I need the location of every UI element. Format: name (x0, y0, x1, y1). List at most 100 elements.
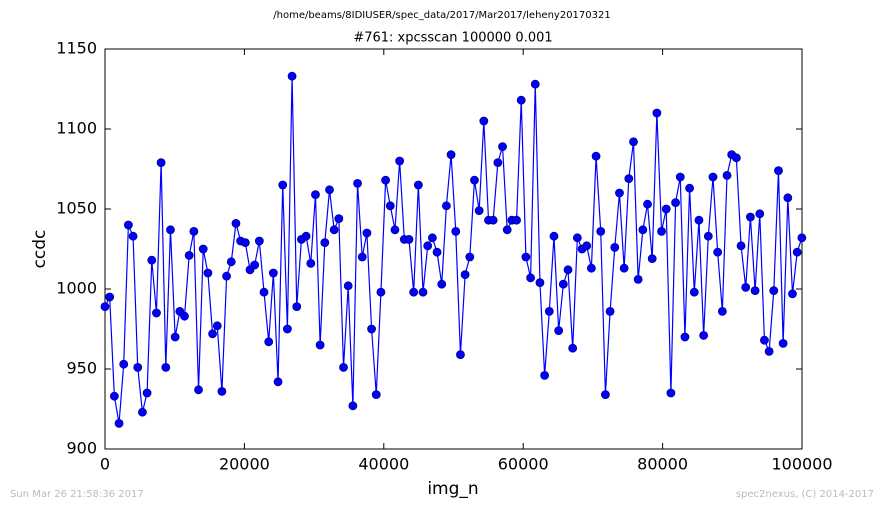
data-point (208, 329, 217, 339)
data-point (287, 71, 297, 81)
data-point (680, 332, 690, 342)
data-point (521, 252, 531, 262)
x-tick-label: 40000 (358, 455, 409, 474)
data-point (362, 228, 372, 238)
y-tick-label: 1000 (56, 279, 97, 298)
data-point (741, 282, 751, 292)
data-point (198, 244, 208, 254)
data-point (661, 204, 671, 214)
data-point (750, 286, 760, 296)
data-point (736, 241, 746, 251)
data-point (596, 226, 606, 236)
data-point (105, 292, 115, 302)
data-point (119, 359, 129, 369)
data-point (339, 362, 348, 372)
chart-title: #761: xpcsscan 100000 0.001 (353, 31, 552, 46)
data-point (568, 343, 578, 353)
data-point (535, 278, 545, 288)
data-point (638, 225, 648, 235)
data-line (104, 76, 803, 424)
data-point (516, 95, 526, 105)
data-point (783, 193, 793, 203)
data-point (699, 330, 709, 340)
x-tick-label: 60000 (498, 455, 549, 474)
data-point (746, 212, 755, 222)
data-point (479, 116, 489, 126)
data-point (792, 247, 802, 257)
x-tick-label: 0 (100, 455, 110, 474)
data-point (418, 287, 428, 297)
data-point (184, 250, 194, 260)
data-point (217, 386, 227, 396)
data-point (367, 324, 376, 334)
data-point (572, 233, 582, 243)
data-point (619, 263, 629, 273)
data-point (311, 190, 320, 200)
data-point (203, 268, 213, 278)
x-tick-label: 80000 (637, 455, 688, 474)
data-point (395, 156, 405, 166)
data-point (212, 321, 222, 331)
data-point (526, 273, 535, 283)
data-point (325, 185, 334, 195)
data-point (774, 166, 783, 176)
data-point (446, 150, 456, 160)
data-point (615, 188, 624, 198)
data-point (343, 281, 353, 291)
data-point (357, 252, 367, 262)
data-point (582, 241, 592, 251)
data-point (755, 209, 765, 219)
data-point (713, 247, 723, 257)
y-tick-label: 1100 (56, 119, 97, 138)
data-point (138, 407, 147, 417)
plot-frame (104, 48, 803, 450)
data-point (512, 215, 521, 225)
data-point (708, 172, 718, 182)
data-point (797, 233, 807, 243)
suptitle: /home/beams/8IDIUSER/spec_data/2017/Mar2… (273, 10, 610, 21)
data-point (722, 170, 732, 180)
data-point (624, 174, 634, 184)
data-point (114, 418, 124, 428)
y-tick-label: 1150 (56, 39, 97, 58)
data-point (788, 289, 797, 299)
data-point (231, 218, 241, 228)
data-point (109, 391, 119, 401)
data-point (273, 377, 283, 387)
data-point (601, 390, 610, 400)
data-point (278, 180, 288, 190)
data-point (432, 247, 442, 257)
x-tick-label: 100000 (771, 455, 832, 474)
data-point (633, 274, 643, 284)
data-point (586, 263, 596, 273)
data-point (643, 199, 652, 209)
data-point (657, 226, 666, 236)
data-point (685, 183, 695, 193)
data-point (694, 215, 704, 225)
data-point (222, 271, 231, 281)
y-axis-label: ccdc (30, 230, 50, 269)
data-point (498, 142, 507, 152)
data-point (292, 302, 302, 312)
y-tick-label: 1050 (56, 199, 97, 218)
y-tick-label: 950 (66, 359, 97, 378)
footer-left: Sun Mar 26 21:58:36 2017 (10, 489, 144, 500)
data-point (259, 287, 269, 297)
data-point (605, 306, 615, 316)
data-point (194, 385, 203, 395)
data-point (334, 214, 344, 224)
data-point (152, 308, 161, 318)
data-point (427, 233, 437, 243)
data-point (629, 137, 638, 147)
data-point (161, 362, 171, 372)
data-point (544, 306, 554, 316)
data-point (456, 350, 465, 360)
data-point (404, 234, 414, 244)
data-point (180, 311, 189, 321)
data-point (647, 254, 657, 264)
footer-right: spec2nexus, (C) 2014-2017 (736, 489, 874, 500)
data-point (764, 346, 774, 356)
x-tick-label: 20000 (219, 455, 270, 474)
data-point (156, 158, 166, 168)
data-point (226, 257, 236, 267)
